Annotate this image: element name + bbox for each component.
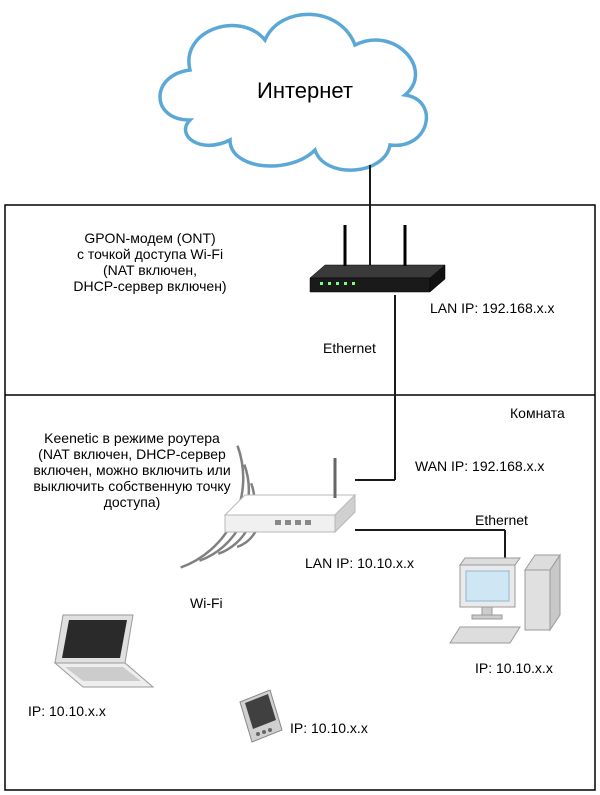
- router-wan-ip: WAN IP: 192.168.x.x: [415, 458, 585, 474]
- wifi-label: Wi-Fi: [190, 595, 240, 611]
- room-label: Комната: [510, 405, 590, 421]
- pc-ip: IP: 10.10.x.x: [475, 660, 585, 676]
- router-description: Keenetic в режиме роутера (NAT включен, …: [12, 430, 252, 510]
- internet-label: Интернет: [235, 78, 375, 104]
- modem-lan-ip: LAN IP: 192.168.x.x: [430, 300, 590, 316]
- phone-ip: IP: 10.10.x.x: [290, 720, 400, 736]
- ethernet-label-1: Ethernet: [323, 340, 393, 356]
- ethernet-label-2: Ethernet: [475, 512, 545, 528]
- router-lan-ip: LAN IP: 10.10.x.x: [305, 555, 455, 571]
- modem-description: GPON-модем (ONT) с точкой доступа Wi-Fi …: [40, 230, 260, 294]
- laptop-ip: IP: 10.10.x.x: [28, 703, 138, 719]
